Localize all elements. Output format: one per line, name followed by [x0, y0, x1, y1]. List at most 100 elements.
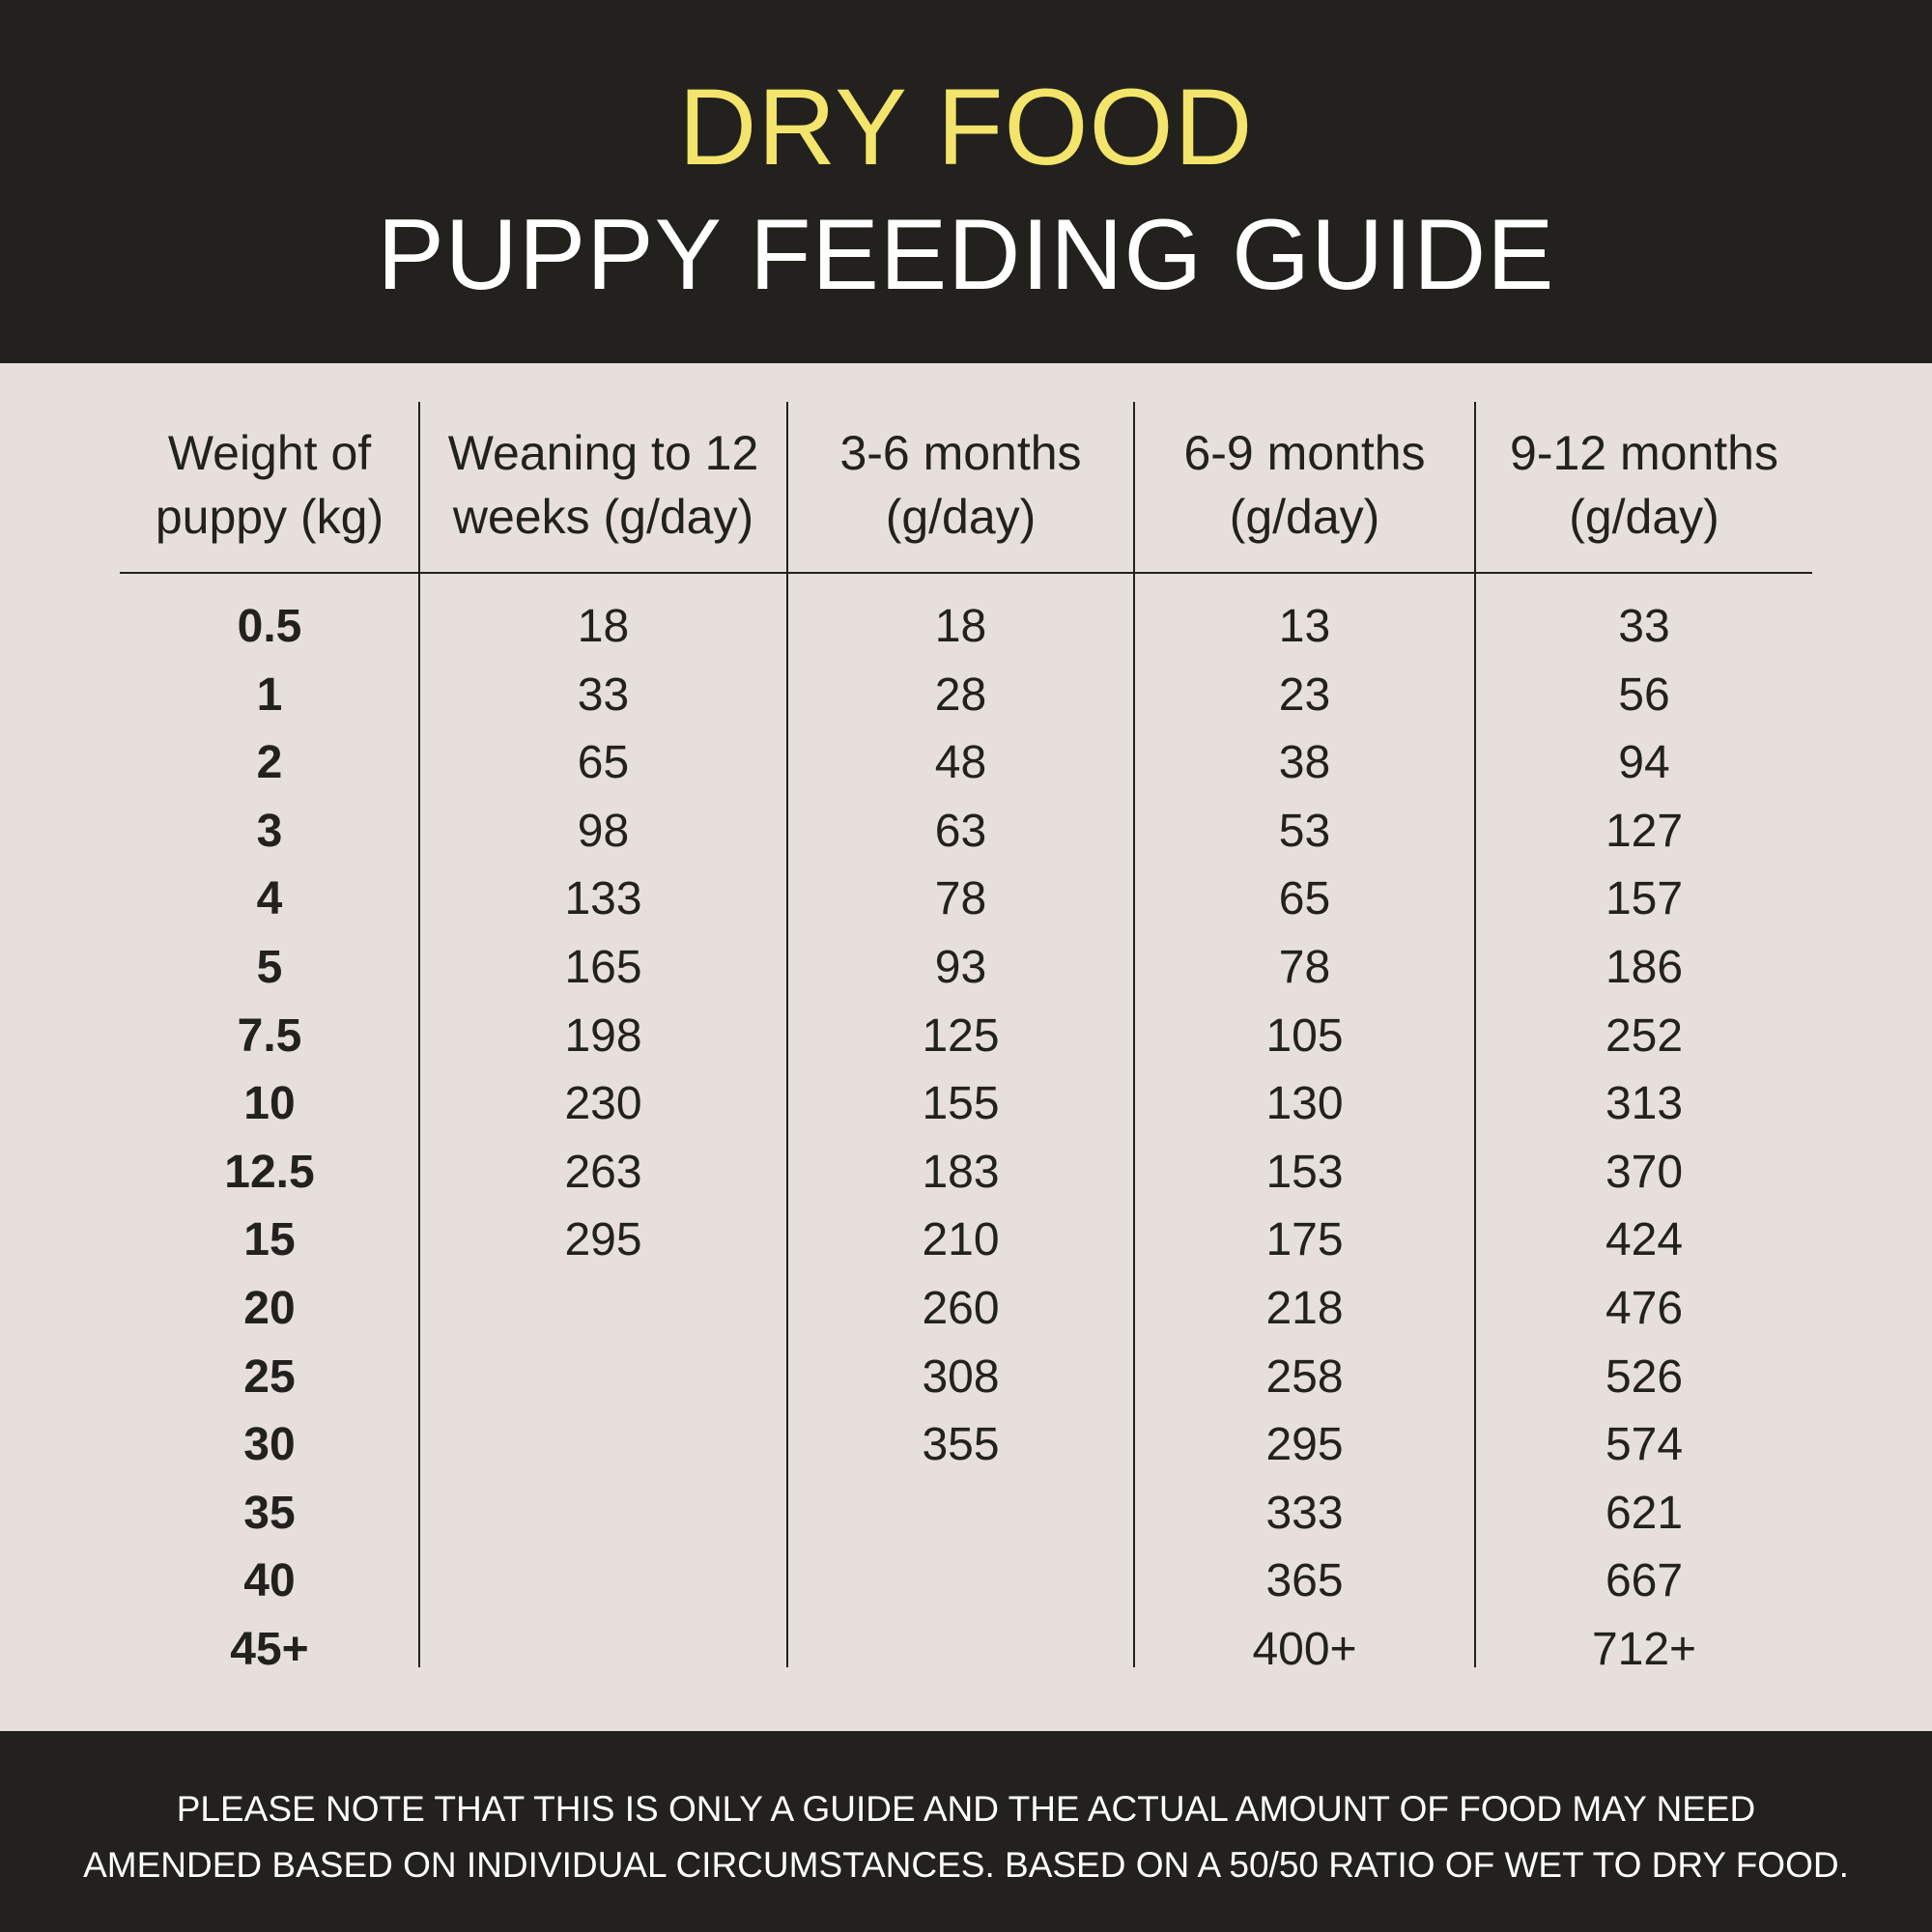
column-header-line: 6-9 months — [1183, 426, 1426, 480]
table-cell: 0.5 — [237, 601, 302, 652]
table-cell: 258 — [1265, 1350, 1344, 1403]
table-cell: 98 — [577, 805, 630, 857]
table-cell: 40 — [243, 1555, 296, 1607]
table-cell — [420, 1411, 786, 1480]
table-cell — [420, 1616, 786, 1685]
table-cell: 10 — [243, 1078, 296, 1130]
disclaimer-line: AMENDED BASED ON INDIVIDUAL CIRCUMSTANCE… — [83, 1845, 1849, 1885]
table-cell: 252 — [1605, 1009, 1684, 1062]
table-cell: 400+ — [1252, 1623, 1357, 1675]
table-cell: 210 — [922, 1214, 1000, 1266]
table-cell: 12.5 — [224, 1146, 315, 1198]
table-cell: 13 — [1278, 601, 1331, 652]
table-cell: 127 — [1605, 805, 1684, 857]
table-cell: 20 — [243, 1282, 296, 1334]
table-cell: 526 — [1605, 1350, 1684, 1403]
table-cell: 25 — [243, 1350, 296, 1403]
table-cell: 308 — [922, 1350, 1000, 1403]
months-9-12-column: 33 56 94 127 157 186 252 313 370 424 476 526 574 621 6… — [1476, 593, 1812, 1685]
table-cell — [420, 1480, 786, 1548]
table-cell: 424 — [1605, 1214, 1684, 1266]
table-cell: 133 — [564, 873, 642, 925]
table-cell: 153 — [1265, 1146, 1344, 1198]
table-cell: 78 — [1278, 941, 1331, 993]
column-divider — [786, 402, 788, 1667]
table-cell: 7.5 — [237, 1009, 302, 1062]
table-cell: 5 — [256, 941, 283, 993]
column-header-line: (g/day) — [1569, 490, 1719, 544]
table-cell: 263 — [564, 1146, 642, 1198]
table-cell: 295 — [1265, 1419, 1344, 1471]
table-cell: 48 — [934, 737, 987, 789]
column-header-line: weeks (g/day) — [452, 490, 754, 544]
column-divider — [1133, 402, 1135, 1667]
disclaimer-note: PLEASE NOTE THAT THIS IS ONLY A GUIDE AN… — [39, 1781, 1893, 1893]
table-cell: 18 — [934, 601, 987, 652]
table-cell: 35 — [243, 1487, 296, 1539]
column-header-line: Weight of — [167, 426, 372, 480]
table-cell: 165 — [564, 941, 642, 993]
column-header-line: 9-12 months — [1510, 426, 1778, 480]
table-cell: 18 — [577, 601, 630, 652]
table-cell: 355 — [922, 1419, 1000, 1471]
table-cell: 157 — [1605, 873, 1684, 925]
column-divider — [1474, 402, 1476, 1667]
table-cell: 3 — [256, 805, 283, 857]
table-cell: 56 — [1618, 668, 1670, 721]
table-cell: 370 — [1605, 1146, 1684, 1198]
table-cell: 93 — [934, 941, 987, 993]
column-divider — [418, 402, 420, 1667]
table-cell: 667 — [1605, 1555, 1684, 1607]
table-cell: 4 — [256, 873, 283, 925]
table-cell: 33 — [577, 668, 630, 721]
column-header-weaning: Weaning to 12 weeks (g/day) — [420, 421, 786, 549]
page-subtitle: PUPPY FEEDING GUIDE — [377, 199, 1555, 311]
table-cell: 218 — [1265, 1282, 1344, 1334]
footer-banner: PLEASE NOTE THAT THIS IS ONLY A GUIDE AN… — [0, 1731, 1932, 1932]
column-header-line: (g/day) — [885, 490, 1037, 544]
table-cell: 186 — [1605, 941, 1684, 993]
table-cell — [788, 1616, 1133, 1685]
table-cell: 130 — [1265, 1078, 1344, 1130]
table-cell: 2 — [256, 737, 283, 789]
table-cell: 125 — [922, 1009, 1000, 1062]
column-header-line: puppy (kg) — [155, 490, 384, 544]
column-header-line: Weaning to 12 — [447, 426, 759, 480]
feeding-table: Weight of puppy (kg) Weaning to 12 weeks… — [120, 402, 1812, 1675]
header-divider — [120, 572, 1812, 574]
table-cell: 230 — [564, 1078, 642, 1130]
column-header-9-12-months: 9-12 months (g/day) — [1476, 421, 1812, 549]
header-banner: DRY FOOD PUPPY FEEDING GUIDE — [0, 0, 1932, 363]
disclaimer-line: PLEASE NOTE THAT THIS IS ONLY A GUIDE AN… — [176, 1789, 1756, 1829]
table-cell: 574 — [1605, 1419, 1684, 1471]
table-cell: 28 — [934, 668, 987, 721]
table-cell: 621 — [1605, 1487, 1684, 1539]
table-cell — [420, 1275, 786, 1344]
weight-column: 0.5 1 2 3 4 5 7.5 10 12.5 15 20 25 30 35 40 45+ — [120, 593, 419, 1685]
table-cell: 78 — [934, 873, 987, 925]
table-cell: 175 — [1265, 1214, 1344, 1266]
table-cell: 333 — [1265, 1487, 1344, 1539]
table-cell: 94 — [1618, 737, 1670, 789]
table-cell: 15 — [243, 1214, 296, 1266]
column-header-6-9-months: 6-9 months (g/day) — [1135, 421, 1474, 549]
weaning-column: 18 33 65 98 133 165 198 230 263 295 — [420, 593, 786, 1685]
table-cell: 53 — [1278, 805, 1331, 857]
table-cell — [788, 1548, 1133, 1616]
table-cell: 65 — [1278, 873, 1331, 925]
table-cell — [788, 1480, 1133, 1548]
table-cell: 33 — [1618, 601, 1670, 652]
table-cell: 712+ — [1591, 1623, 1697, 1675]
table-cell: 23 — [1278, 668, 1331, 721]
table-cell: 183 — [922, 1146, 1000, 1198]
table-cell: 1 — [256, 668, 283, 721]
table-cell: 313 — [1605, 1078, 1684, 1130]
table-cell: 45+ — [230, 1623, 309, 1675]
table-cell: 476 — [1605, 1282, 1684, 1334]
page-title: DRY FOOD — [678, 67, 1254, 187]
column-header-line: (g/day) — [1229, 490, 1380, 544]
table-cell: 198 — [564, 1009, 642, 1062]
table-cell: 63 — [934, 805, 987, 857]
table-cell — [420, 1548, 786, 1616]
column-header-line: 3-6 months — [839, 426, 1082, 480]
